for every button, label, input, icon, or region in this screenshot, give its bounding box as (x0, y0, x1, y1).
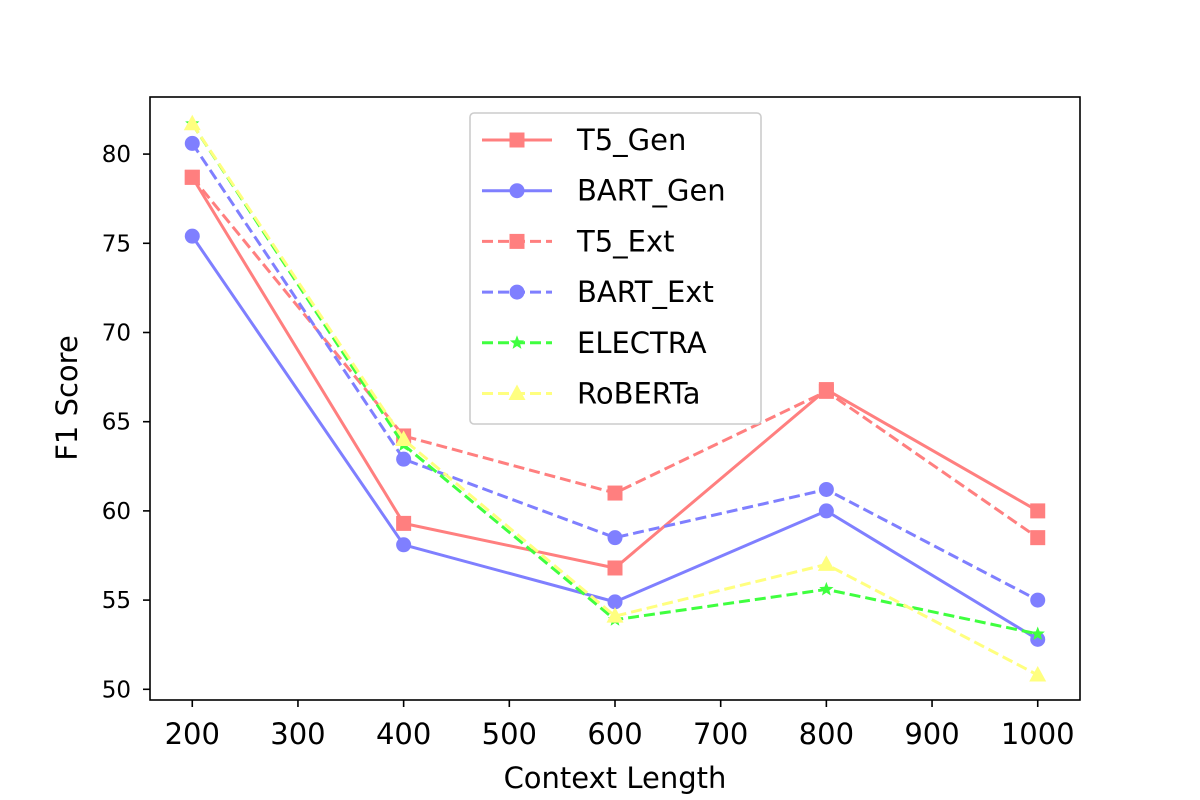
legend-swatch-marker (509, 183, 525, 199)
series-bart-gen (184, 228, 1046, 647)
x-tick-label: 900 (904, 717, 959, 751)
x-tick-label: 700 (693, 717, 748, 751)
legend-entry-bart-ext: BART_Ext (482, 275, 714, 309)
series-line-roberta (191, 122, 1039, 677)
legend-label: BART_Gen (577, 174, 726, 208)
x-tick-label: 400 (376, 717, 431, 751)
legend-entry-roberta: RoBERTa (482, 377, 701, 411)
y-tick-label: 65 (102, 410, 131, 436)
legend: T5_Gen BART_Gen T5_Ext BART_Ext ELECTRA RoBER… (469, 112, 762, 425)
x-tick-label: 1000 (1001, 717, 1075, 751)
data-point-roberta (183, 114, 201, 131)
data-point-bart-ext (1030, 592, 1046, 608)
data-point-roberta (606, 607, 624, 623)
x-axis-label: Context Length (504, 761, 727, 795)
data-point-bart-gen (607, 594, 623, 610)
x-tick-label: 300 (270, 717, 325, 751)
data-point-t5-ext (818, 383, 834, 399)
data-point-t5-ext (1030, 530, 1046, 546)
data-point-roberta (1029, 666, 1047, 682)
data-point-electra (1030, 626, 1045, 641)
data-point-electra (819, 581, 834, 596)
x-tick-label: 800 (799, 717, 854, 751)
series-line-bart-ext (191, 142, 1039, 602)
x-tick-label: 600 (587, 717, 642, 751)
legend-label: RoBERTa (577, 377, 701, 411)
x-tick-label: 500 (482, 717, 537, 751)
data-point-bart-gen (1030, 631, 1046, 647)
data-point-bart-ext (184, 135, 200, 151)
y-axis-label: F1 Score (50, 335, 84, 461)
data-point-t5-gen (396, 515, 412, 531)
legend-label: T5_Ext (576, 224, 675, 258)
data-point-t5-ext (184, 169, 200, 185)
legend-entry-bart-gen: BART_Gen (482, 174, 726, 208)
y-tick-label: 80 (102, 142, 131, 168)
y-tick-label: 60 (102, 499, 131, 525)
x-axis: 200 300 400 500 600 700 800 900 1000 (165, 700, 1075, 751)
legend-swatch-marker (509, 335, 525, 349)
data-point-t5-gen (1030, 503, 1046, 519)
legend-swatch-marker (509, 233, 525, 249)
legend-entry-electra: ELECTRA (482, 326, 707, 360)
legend-entry-t5-ext: T5_Ext (482, 224, 675, 258)
series-bart-ext (184, 135, 1046, 608)
data-point-bart-gen (818, 503, 834, 519)
data-point-t5-gen (607, 560, 623, 576)
data-point-bart-ext (818, 481, 834, 497)
series-roberta (183, 114, 1047, 682)
data-point-roberta (395, 430, 413, 447)
legend-entry-t5-gen: T5_Gen (482, 123, 686, 157)
legend-swatch-marker (509, 284, 525, 300)
legend-swatch-marker (509, 132, 525, 148)
series-layer (183, 114, 1047, 682)
y-axis: 50 55 60 65 70 75 80 (102, 142, 150, 703)
y-tick-label: 50 (102, 677, 131, 703)
legend-swatch-marker (508, 384, 526, 400)
data-point-t5-ext (607, 485, 623, 501)
y-tick-label: 70 (102, 320, 131, 346)
legend-label: BART_Ext (577, 275, 714, 309)
data-point-roberta (817, 555, 835, 571)
data-point-bart-gen (396, 537, 412, 553)
x-tick-label: 200 (165, 717, 220, 751)
data-point-bart-gen (184, 228, 200, 244)
y-tick-label: 55 (102, 588, 131, 614)
y-tick-label: 75 (102, 231, 131, 257)
data-point-bart-ext (607, 530, 623, 546)
legend-label: ELECTRA (577, 326, 707, 360)
data-point-bart-ext (396, 451, 412, 467)
legend-label: T5_Gen (576, 123, 686, 157)
